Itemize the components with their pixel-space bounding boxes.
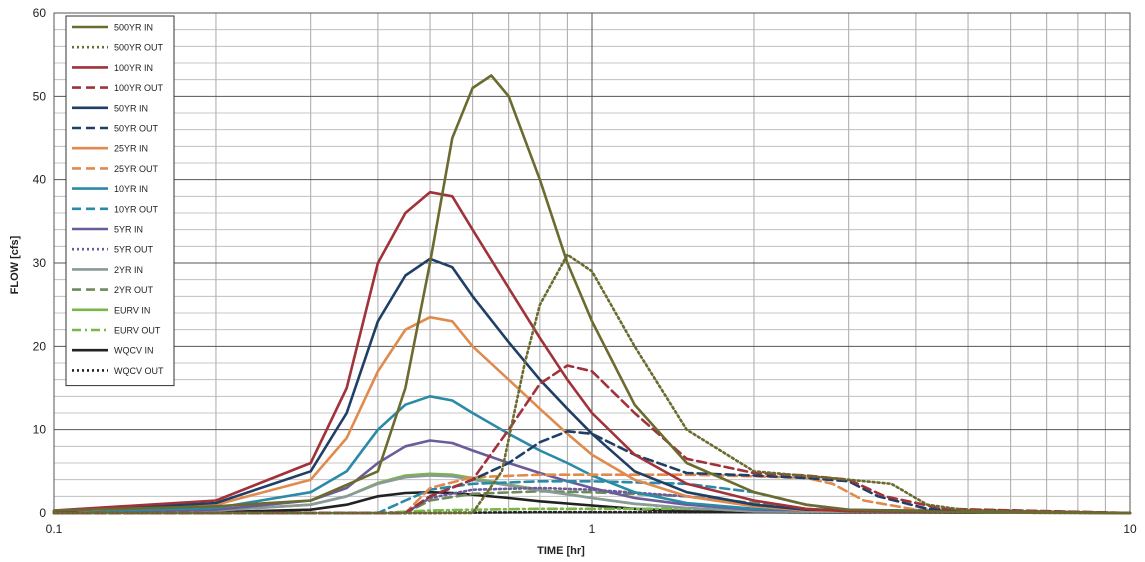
series-line xyxy=(52,253,1132,515)
y-tick-label: 50 xyxy=(33,89,47,103)
legend-label: 2YR OUT xyxy=(114,285,154,295)
series-line xyxy=(52,257,1132,515)
series-line xyxy=(52,315,1132,515)
axes: 0 10 20 30 40 50 60 0.1 1 10 xyxy=(33,6,1137,536)
legend: 500YR IN 500YR OUT 100YR IN 100YR OUT 50YR I… xyxy=(65,15,175,387)
y-tick-label: 60 xyxy=(33,6,47,20)
legend-label: 50YR IN xyxy=(114,103,148,113)
series-line xyxy=(52,474,1132,515)
legend-label: 5YR IN xyxy=(114,225,143,235)
legend-label: 5YR OUT xyxy=(114,245,154,255)
series-line xyxy=(52,473,1132,515)
legend-label: 10YR IN xyxy=(114,184,148,194)
legend-label: 500YR IN xyxy=(114,23,153,33)
legend-label: 100YR IN xyxy=(114,63,153,73)
series-line xyxy=(52,439,1132,515)
series-line xyxy=(52,190,1132,515)
legend-label: WQCV OUT xyxy=(114,366,164,376)
y-tick-label: 40 xyxy=(33,173,47,187)
x-tick-label: 10 xyxy=(1123,522,1137,536)
y-axis-title: FLOW [cfs] xyxy=(9,235,21,294)
series-line xyxy=(52,480,1132,515)
legend-label: EURV OUT xyxy=(114,326,161,336)
legend-label: 2YR IN xyxy=(114,265,143,275)
series-line xyxy=(52,430,1132,515)
series-line xyxy=(52,395,1132,515)
legend-label: 100YR OUT xyxy=(114,83,164,93)
grid xyxy=(53,12,1131,514)
series-line xyxy=(52,507,1132,515)
series-line xyxy=(52,74,1132,515)
legend-label: 25YR IN xyxy=(114,144,148,154)
legend-label: WQCV IN xyxy=(114,346,154,356)
x-tick-label: 0.1 xyxy=(46,522,63,536)
y-tick-label: 20 xyxy=(33,339,47,353)
y-tick-label: 0 xyxy=(39,506,46,520)
series-line xyxy=(52,364,1132,515)
series-line xyxy=(52,490,1132,515)
legend-label: EURV IN xyxy=(114,305,150,315)
x-axis-title: TIME [hr] xyxy=(537,545,585,557)
legend-box xyxy=(65,15,175,387)
legend-label: 25YR OUT xyxy=(114,164,159,174)
y-tick-label: 10 xyxy=(33,423,47,437)
y-tick-label: 30 xyxy=(33,256,47,270)
legend-label: 10YR OUT xyxy=(114,204,159,214)
legend-label: 500YR OUT xyxy=(114,43,164,53)
x-tick-label: 1 xyxy=(589,522,596,536)
legend-label: 50YR OUT xyxy=(114,124,159,134)
series-lines xyxy=(52,74,1132,515)
